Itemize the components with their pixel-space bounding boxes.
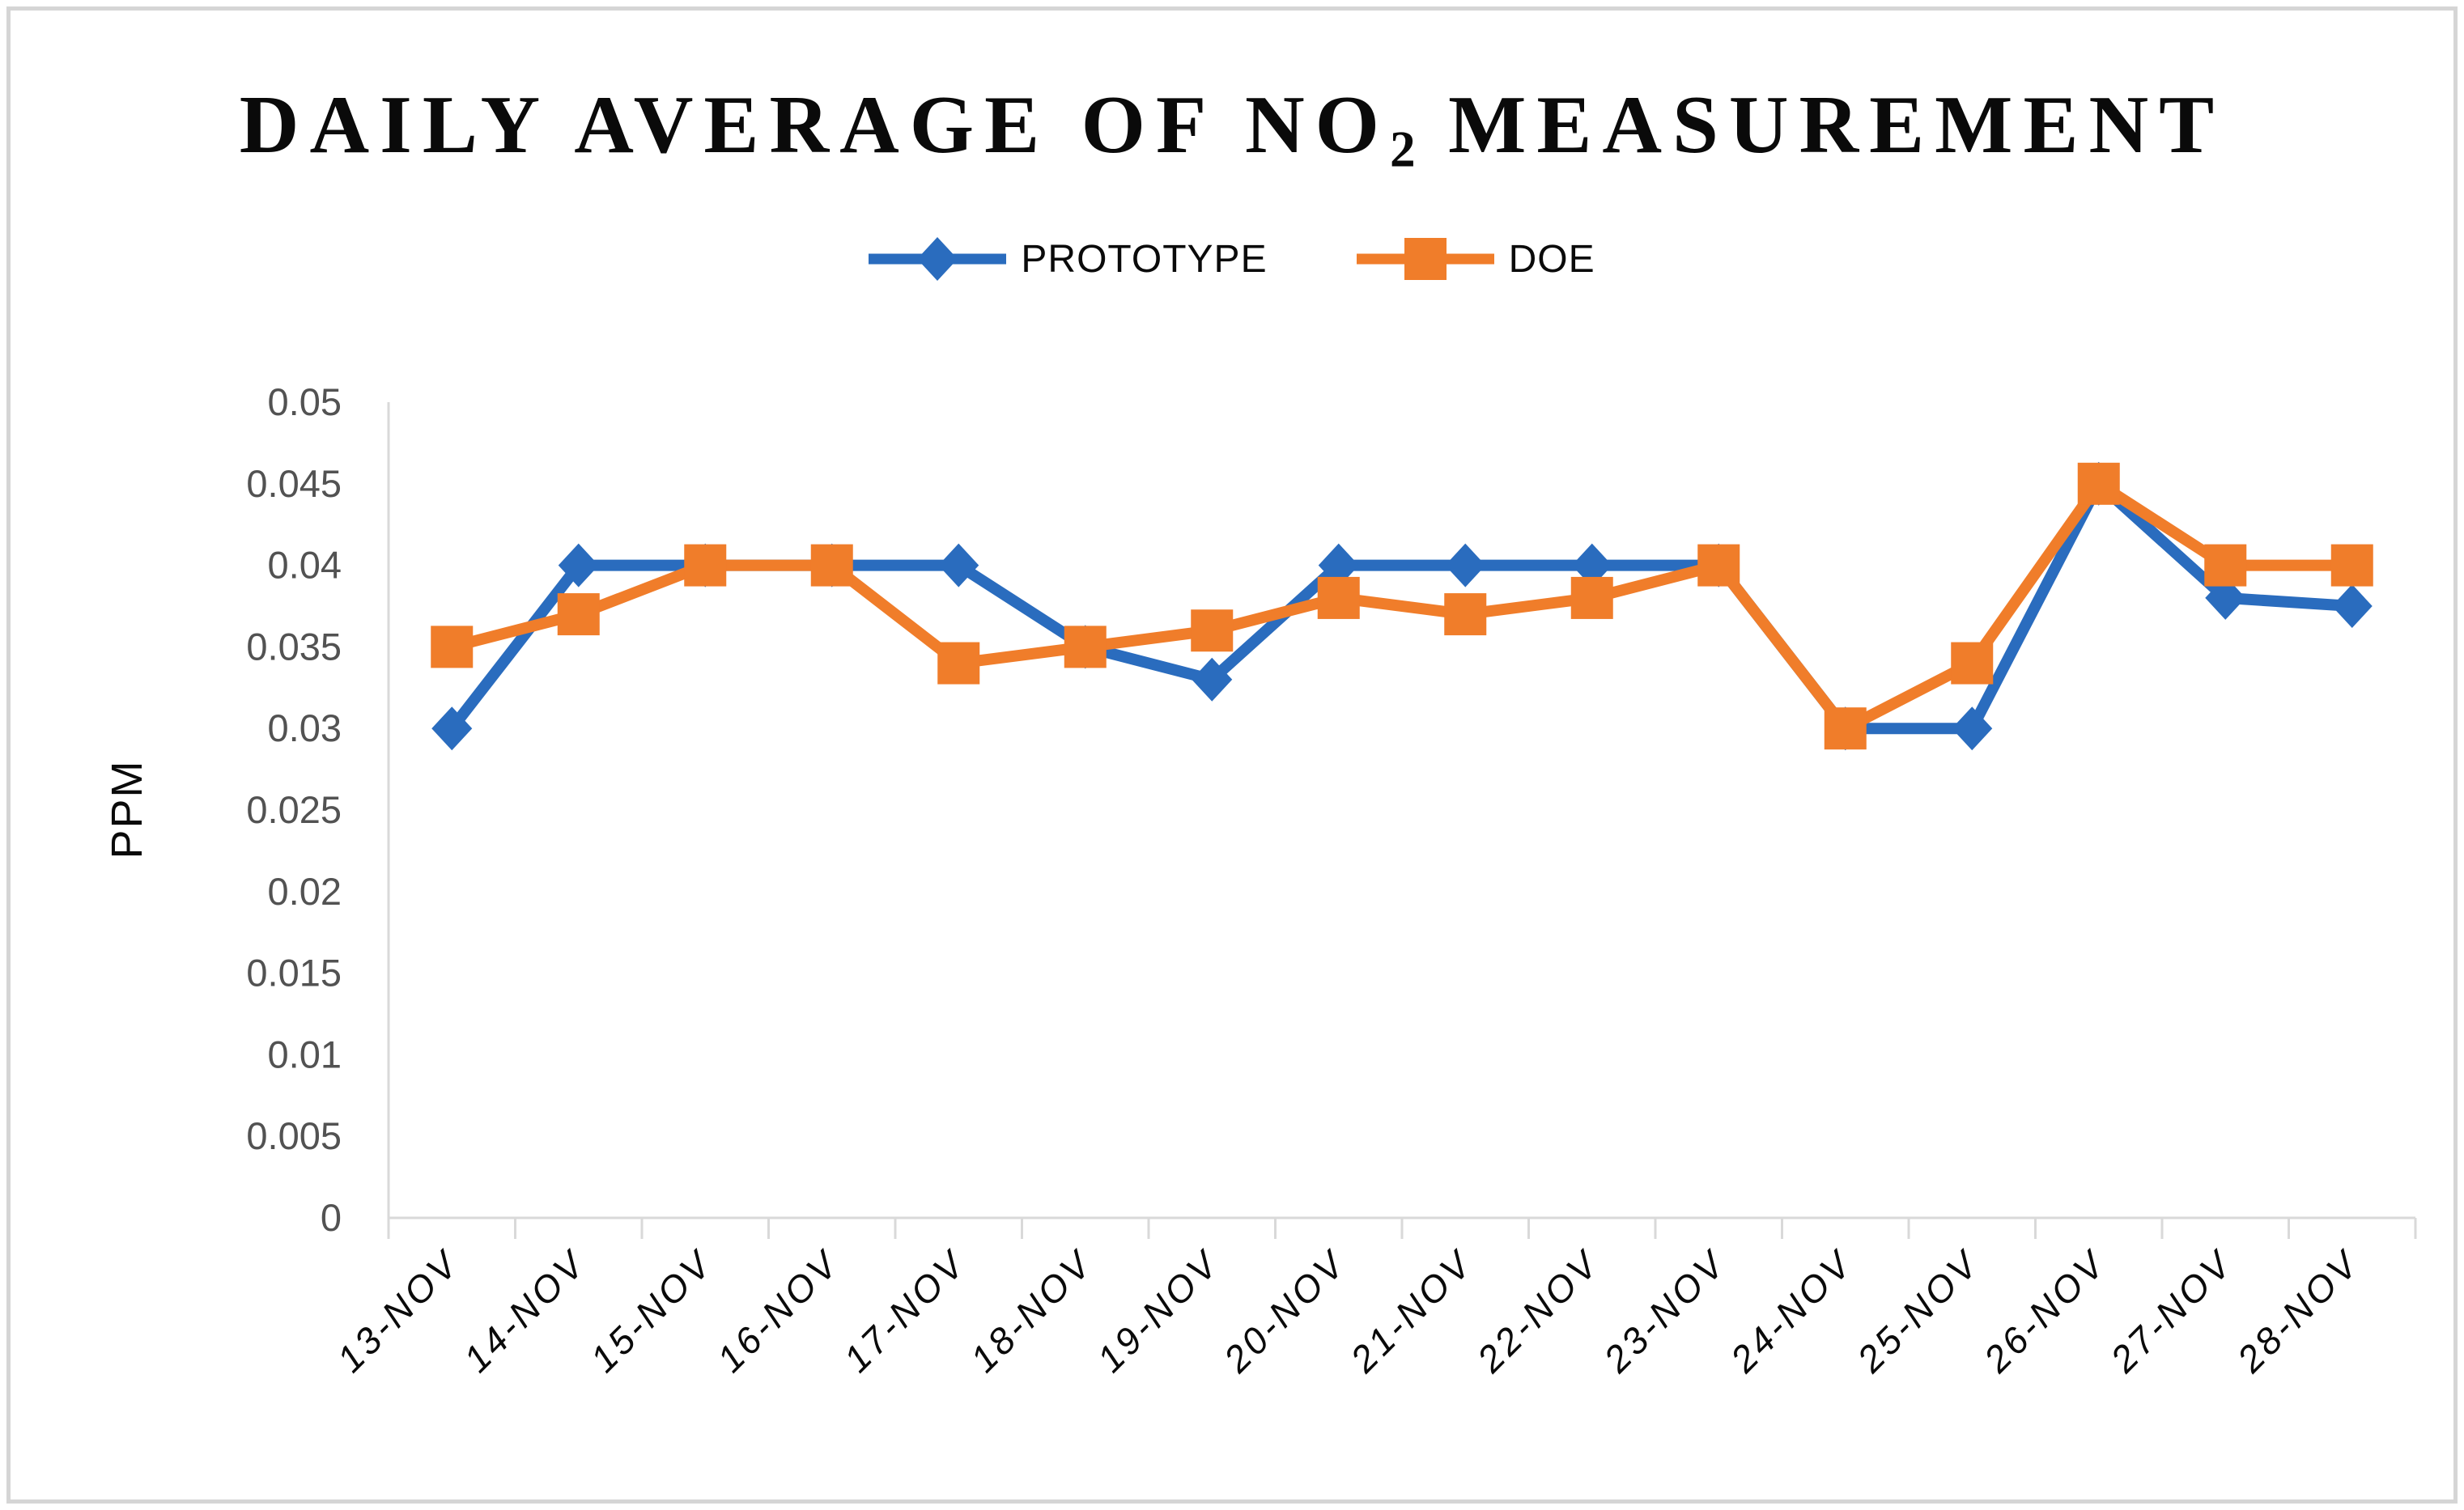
x-category-label: 18-NOV	[962, 1241, 1101, 1380]
prototype-marker[interactable]	[431, 706, 473, 751]
doe-marker[interactable]	[1444, 593, 1487, 636]
legend-label-doe: DOE	[1508, 237, 1595, 281]
chart-title: DAILY AVERAGE OF NO2 MEASUREMENT	[0, 78, 2464, 180]
y-tick-label: 0.035	[246, 625, 342, 668]
x-category-label: 28-NOV	[2228, 1241, 2368, 1381]
x-category-label: 17-NOV	[835, 1241, 974, 1380]
y-tick-label: 0.01	[268, 1033, 342, 1075]
doe-marker[interactable]	[2077, 462, 2120, 505]
doe-marker[interactable]	[1064, 626, 1107, 668]
doe-marker[interactable]	[810, 544, 853, 587]
doe-marker[interactable]	[2204, 544, 2247, 587]
doe-marker[interactable]	[557, 593, 600, 636]
y-tick-label: 0.045	[246, 462, 342, 505]
x-category-label: 19-NOV	[1089, 1241, 1227, 1380]
y-axis-title: PPM	[103, 759, 151, 859]
legend-item-prototype[interactable]: PROTOTYPE	[869, 233, 1267, 285]
doe-marker[interactable]	[1191, 609, 1234, 652]
x-category-label: 21-NOV	[1341, 1241, 1481, 1381]
doe-marker[interactable]	[1951, 642, 1994, 685]
legend-item-doe[interactable]: DOE	[1356, 233, 1595, 285]
y-tick-label: 0.015	[246, 952, 342, 995]
title-text-suffix: MEASUREMENT	[1417, 79, 2225, 171]
prototype-marker[interactable]	[558, 543, 599, 587]
y-tick-label: 0.005	[246, 1114, 342, 1157]
prototype-marker[interactable]	[938, 543, 979, 587]
x-category-label: 13-NOV	[329, 1241, 467, 1380]
y-tick-label: 0	[321, 1196, 342, 1239]
x-category-label: 23-NOV	[1595, 1241, 1734, 1381]
prototype-marker[interactable]	[1192, 657, 1233, 702]
doe-marker[interactable]	[2330, 544, 2373, 587]
x-category-label: 25-NOV	[1848, 1241, 1987, 1381]
prototype-marker[interactable]	[2331, 584, 2373, 628]
doe-marker[interactable]	[937, 642, 980, 685]
doe-marker[interactable]	[1317, 576, 1360, 619]
x-category-label: 15-NOV	[582, 1241, 720, 1380]
x-category-label: 27-NOV	[2101, 1241, 2241, 1381]
doe-marker[interactable]	[1824, 707, 1867, 750]
title-text-prefix: DAILY AVERAGE OF NO	[239, 79, 1390, 171]
prototype-marker[interactable]	[1318, 543, 1359, 587]
x-category-label: 16-NOV	[709, 1241, 848, 1380]
doe-line-square-icon	[1356, 238, 1494, 280]
x-category-label: 20-NOV	[1215, 1241, 1354, 1381]
doe-marker[interactable]	[684, 544, 727, 587]
title-subscript: 2	[1390, 121, 1417, 178]
y-tick-label: 0.03	[268, 706, 342, 749]
x-category-label: 14-NOV	[456, 1241, 594, 1380]
doe-marker[interactable]	[431, 626, 474, 668]
prototype-line-diamond-icon	[869, 237, 1007, 281]
y-tick-label: 0.04	[268, 544, 342, 587]
prototype-marker[interactable]	[1571, 543, 1612, 587]
x-category-label: 24-NOV	[1722, 1241, 1861, 1381]
legend: PROTOTYPE DOE	[0, 233, 2464, 285]
prototype-marker[interactable]	[1952, 706, 1993, 751]
doe-series-line	[450, 477, 2352, 735]
y-tick-label: 0.025	[246, 788, 342, 831]
y-tick-label: 0.02	[268, 870, 342, 913]
doe-marker[interactable]	[1570, 576, 1613, 619]
doe-marker[interactable]	[1697, 544, 1740, 587]
legend-label-prototype: PROTOTYPE	[1021, 237, 1268, 281]
x-category-label: 26-NOV	[1975, 1241, 2114, 1381]
y-tick-label: 0.05	[268, 380, 342, 423]
x-category-label: 22-NOV	[1468, 1241, 1608, 1381]
prototype-marker[interactable]	[2205, 575, 2246, 620]
prototype-marker[interactable]	[1445, 543, 1486, 587]
